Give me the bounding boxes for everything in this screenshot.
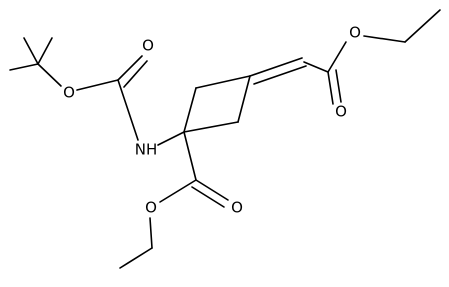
atom-label: O <box>231 199 243 217</box>
atom-label: O <box>145 199 157 217</box>
bonds <box>9 9 441 269</box>
atom-label: NH <box>135 141 158 159</box>
atom-label: O <box>142 37 154 55</box>
atom-label: O <box>349 24 361 42</box>
atom-label: O <box>335 103 347 121</box>
atom-label: O <box>63 84 75 102</box>
